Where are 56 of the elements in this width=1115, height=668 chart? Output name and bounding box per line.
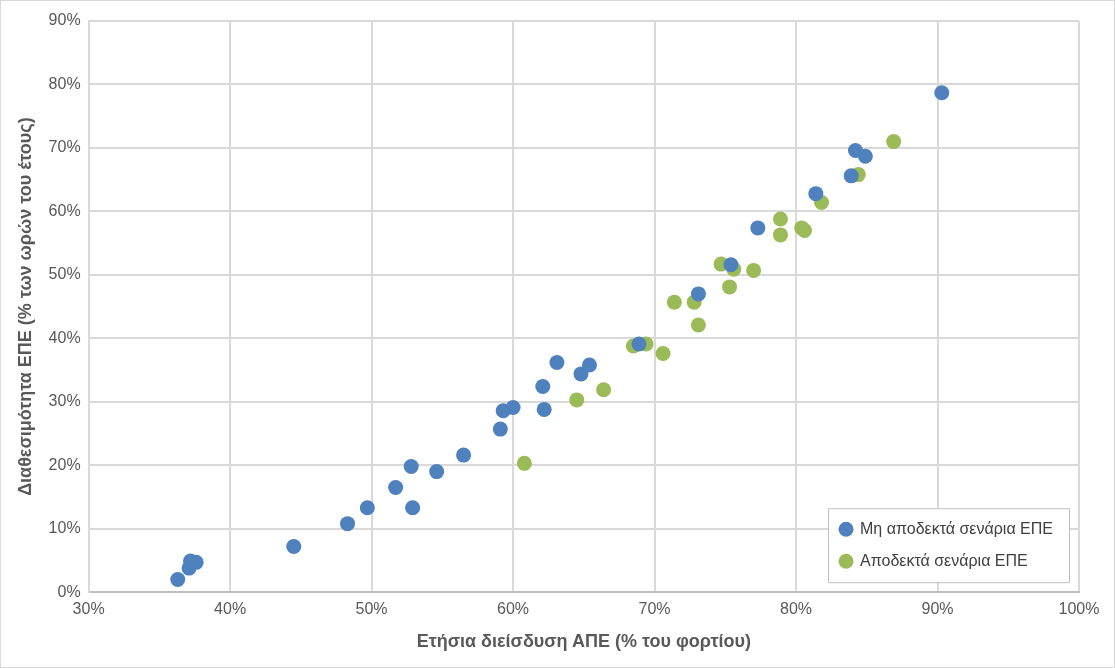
y-tick-label: 90% [48, 11, 81, 29]
point [286, 539, 302, 554]
y-tick-label: 80% [48, 74, 81, 92]
x-tick-label: 40% [214, 600, 247, 618]
point [843, 168, 859, 184]
x-tick-label: 30% [72, 600, 105, 618]
point [535, 379, 551, 395]
point [505, 400, 521, 416]
point [690, 317, 706, 333]
point [857, 148, 873, 164]
point [170, 572, 186, 588]
point [359, 500, 375, 516]
point [388, 479, 404, 495]
point [596, 382, 612, 398]
y-tick-label: 50% [48, 265, 81, 283]
x-tick-label: 60% [497, 600, 530, 618]
point [340, 516, 356, 532]
y-tick-label: 30% [48, 392, 81, 410]
point [722, 279, 738, 295]
point [569, 392, 585, 408]
point [666, 294, 682, 310]
y-tick-label: 0% [57, 582, 81, 600]
y-axis-title: Διαθεσιμότητα ΕΠΕ (% των ωρών του έτους) [14, 117, 35, 496]
legend-label: Μη αποδεκτά σενάρια ΕΠΕ [860, 519, 1053, 537]
point [772, 227, 788, 243]
x-tick-label: 80% [780, 600, 813, 618]
point [492, 421, 508, 437]
x-tick-label: 50% [355, 600, 388, 618]
legend-label: Αποδεκτά σενάρια ΕΠΕ [860, 551, 1028, 569]
y-tick-label: 10% [48, 519, 81, 537]
point [746, 262, 762, 278]
point [750, 220, 766, 236]
point [405, 500, 421, 516]
point [655, 346, 671, 362]
x-axis-title: Ετήσια διείσδυση ΑΠΕ (% του φορτίου) [416, 631, 751, 652]
y-tick-label: 20% [48, 455, 81, 473]
point [536, 401, 552, 417]
point [429, 464, 445, 480]
y-tick-label: 40% [48, 328, 81, 346]
point [934, 85, 950, 101]
point [456, 447, 472, 463]
point [403, 459, 419, 475]
y-tick-label: 70% [48, 138, 81, 156]
point [723, 257, 739, 273]
point [886, 134, 902, 150]
point [631, 336, 647, 352]
point [549, 354, 565, 370]
point [690, 286, 706, 302]
point [516, 455, 532, 471]
x-tick-label: 90% [921, 600, 954, 618]
point [581, 357, 597, 373]
point [772, 211, 788, 227]
x-tick-label: 100% [1058, 600, 1100, 618]
x-tick-label: 70% [638, 600, 671, 618]
y-tick-label: 60% [48, 201, 81, 219]
point [808, 186, 824, 202]
